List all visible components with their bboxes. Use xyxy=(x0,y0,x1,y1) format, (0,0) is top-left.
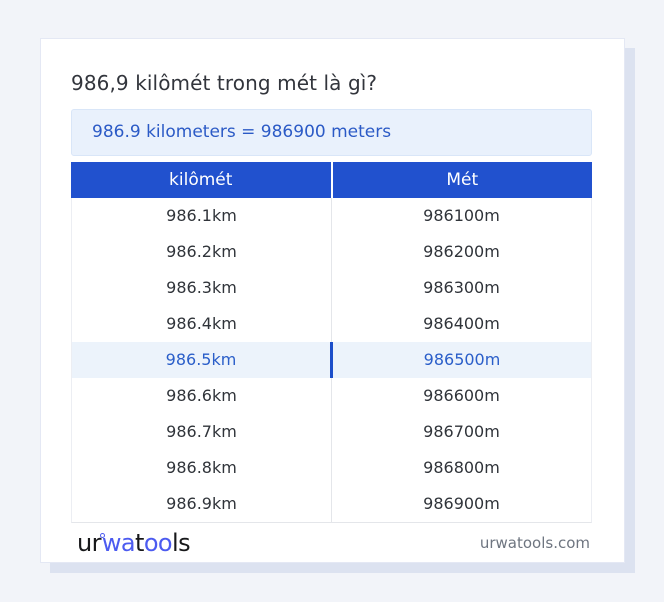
site-domain-text: urwatools.com xyxy=(479,534,590,552)
table-row: 986.4km 986400m xyxy=(72,306,591,342)
table-row: 986.3km 986300m xyxy=(72,270,591,306)
table-header-row: kilômét Mét xyxy=(71,162,592,198)
m-value: 986200m xyxy=(331,234,591,270)
m-value: 986500m xyxy=(330,342,591,378)
km-value: 986.2km xyxy=(166,242,237,261)
m-value: 986900m xyxy=(331,486,591,522)
table-row: 986.7km 986700m xyxy=(72,414,591,450)
m-value: 986700m xyxy=(331,414,591,450)
km-value: 986.5km xyxy=(165,350,237,369)
km-value: 986.1km xyxy=(166,206,237,225)
column-header-kilomet: kilômét xyxy=(169,170,233,190)
logo-text-oo: oo xyxy=(143,529,173,557)
result-box: 986.9 kilometers = 986900 meters xyxy=(71,109,592,156)
table-row: 986.8km 986800m xyxy=(72,450,591,486)
m-value: 986800m xyxy=(331,450,591,486)
table-row: 986.1km 986100m xyxy=(72,198,591,234)
card-footer: urwatools urwatools.com xyxy=(71,523,592,563)
km-value: 986.7km xyxy=(166,422,237,441)
m-value: 986600m xyxy=(331,378,591,414)
table-body: 986.1km 986100m 986.2km 986200m 986.3km 98630… xyxy=(71,198,592,523)
km-value: 986.3km xyxy=(166,278,237,297)
table-row: 986.6km 986600m xyxy=(72,378,591,414)
table-row: 986.5km 986500m xyxy=(72,342,591,378)
table-row: 986.9km 986900m xyxy=(72,486,591,522)
logo-text-t: t xyxy=(135,529,144,557)
m-value: 986300m xyxy=(331,270,591,306)
logo-ring-icon xyxy=(99,533,105,538)
m-value: 986400m xyxy=(331,306,591,342)
conversion-table: kilômét Mét 986.1km 986100m 986.2km 986200m… xyxy=(71,162,592,523)
logo-text-wa: wa xyxy=(101,529,136,557)
km-value: 986.4km xyxy=(166,314,237,333)
m-value: 986100m xyxy=(331,198,591,234)
result-text: 986.9 kilometers = 986900 meters xyxy=(92,122,392,142)
km-value: 986.8km xyxy=(166,458,237,477)
logo-text-ls: ls xyxy=(172,529,191,557)
km-value: 986.6km xyxy=(166,386,237,405)
conversion-card: 986,9 kilômét trong mét là gì? 986.9 kil… xyxy=(40,38,625,563)
table-row: 986.2km 986200m xyxy=(72,234,591,270)
column-header-met: Mét xyxy=(330,162,593,198)
km-value: 986.9km xyxy=(166,494,237,513)
page-title: 986,9 kilômét trong mét là gì? xyxy=(71,71,378,95)
logo-text-ur: ur xyxy=(77,529,101,557)
urwatools-logo: urwatools xyxy=(77,529,191,557)
